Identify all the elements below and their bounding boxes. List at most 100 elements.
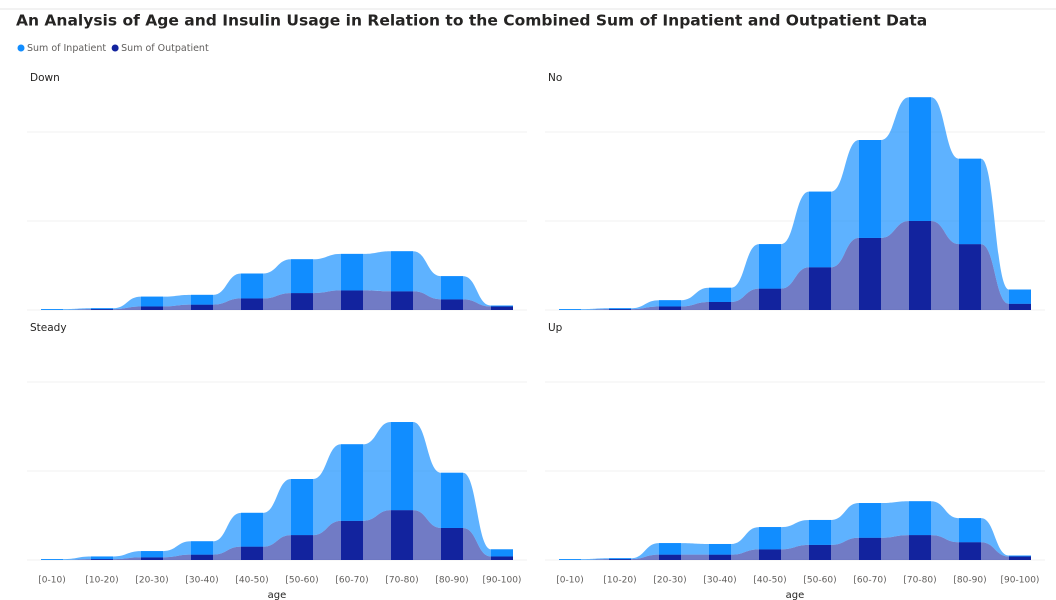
- x-tick-label: [90-100): [1001, 576, 1040, 586]
- x-tick-label: [70-80): [385, 576, 418, 586]
- x-axis-title: age: [786, 590, 805, 600]
- x-tick-label: [0-10): [556, 576, 583, 586]
- bar: [91, 308, 113, 310]
- bar: [609, 559, 631, 560]
- bar: [241, 512, 263, 547]
- bar: [809, 519, 831, 545]
- chart-title: An Analysis of Age and Insulin Usage in …: [16, 12, 927, 30]
- panel: Up [0-10) [10-20) [20-30) [30-40) [40-50) [50-…: [545, 322, 1045, 600]
- legend-label: Sum of Inpatient: [27, 43, 106, 54]
- x-tick-label: [80-90): [953, 576, 986, 586]
- bar: [659, 300, 681, 307]
- bar: [141, 557, 163, 560]
- bar: [291, 479, 313, 536]
- x-tick-label: [40-50): [753, 576, 786, 586]
- legend: Sum of Inpatient Sum of Outpatient: [17, 43, 209, 54]
- bar: [141, 296, 163, 307]
- bar: [659, 554, 681, 560]
- legend-marker: [17, 44, 25, 52]
- bar: [859, 140, 881, 238]
- bar: [141, 306, 163, 310]
- bar: [241, 546, 263, 560]
- bar: [559, 559, 581, 560]
- bar: [91, 559, 113, 560]
- x-tick-label: [90-100): [483, 576, 522, 586]
- bar: [191, 541, 213, 555]
- bar: [759, 527, 781, 550]
- bar: [291, 259, 313, 294]
- bar: [391, 251, 413, 292]
- x-tick-label: [0-10): [38, 576, 65, 586]
- x-tick-label: [10-20): [603, 576, 636, 586]
- panel-title: Up: [548, 322, 563, 334]
- x-axis-title: age: [268, 590, 287, 600]
- bar: [609, 309, 631, 310]
- bar: [41, 559, 63, 560]
- bar: [341, 253, 363, 291]
- bar: [241, 298, 263, 310]
- bar: [41, 309, 63, 310]
- panel: Down: [27, 72, 527, 311]
- x-tick-label: [60-70): [335, 576, 368, 586]
- bar: [809, 267, 831, 310]
- bar: [141, 551, 163, 558]
- x-tick-label: [20-30): [653, 576, 686, 586]
- panel: No: [545, 72, 1045, 311]
- bar: [759, 549, 781, 560]
- bar: [341, 290, 363, 310]
- bar: [241, 273, 263, 299]
- bar: [441, 527, 463, 560]
- bar: [91, 309, 113, 310]
- bar: [491, 556, 513, 560]
- bar: [1009, 556, 1031, 560]
- bar: [709, 287, 731, 302]
- bar: [441, 472, 463, 528]
- bar: [709, 543, 731, 555]
- bar: [1009, 303, 1031, 310]
- bar: [341, 520, 363, 560]
- panel-title: Down: [30, 72, 60, 84]
- bar: [909, 221, 931, 310]
- panel-title: Steady: [30, 322, 67, 334]
- bar: [191, 304, 213, 310]
- bar: [91, 556, 113, 560]
- bar: [959, 542, 981, 560]
- bar: [291, 293, 313, 310]
- bar: [341, 444, 363, 521]
- bar: [659, 543, 681, 555]
- bar: [909, 535, 931, 560]
- x-tick-label: [10-20): [85, 576, 118, 586]
- bar: [1009, 555, 1031, 557]
- panel-title: No: [548, 72, 562, 84]
- bar: [291, 535, 313, 560]
- bar: [859, 537, 881, 560]
- bar: [959, 158, 981, 245]
- bar: [859, 237, 881, 310]
- bar: [659, 306, 681, 310]
- bar: [809, 191, 831, 268]
- x-tick-label: [60-70): [853, 576, 886, 586]
- bar: [609, 308, 631, 310]
- bar: [959, 518, 981, 543]
- bar: [609, 558, 631, 560]
- bar: [759, 288, 781, 310]
- bar: [441, 299, 463, 310]
- bar: [559, 309, 581, 310]
- x-tick-label: [40-50): [235, 576, 268, 586]
- bar: [491, 305, 513, 307]
- bar: [191, 294, 213, 305]
- x-tick-label: [30-40): [185, 576, 218, 586]
- bar: [441, 276, 463, 300]
- legend-label: Sum of Outpatient: [121, 43, 209, 54]
- x-tick-label: [50-60): [803, 576, 836, 586]
- bar: [709, 554, 731, 560]
- bar: [959, 244, 981, 310]
- bar: [759, 244, 781, 289]
- bar: [909, 501, 931, 536]
- bar: [391, 510, 413, 560]
- panel: Steady [0-10) [10-20) [20-30) [30-40) [40-50)…: [27, 322, 527, 600]
- bar: [709, 301, 731, 310]
- bar: [191, 554, 213, 560]
- x-tick-label: [50-60): [285, 576, 318, 586]
